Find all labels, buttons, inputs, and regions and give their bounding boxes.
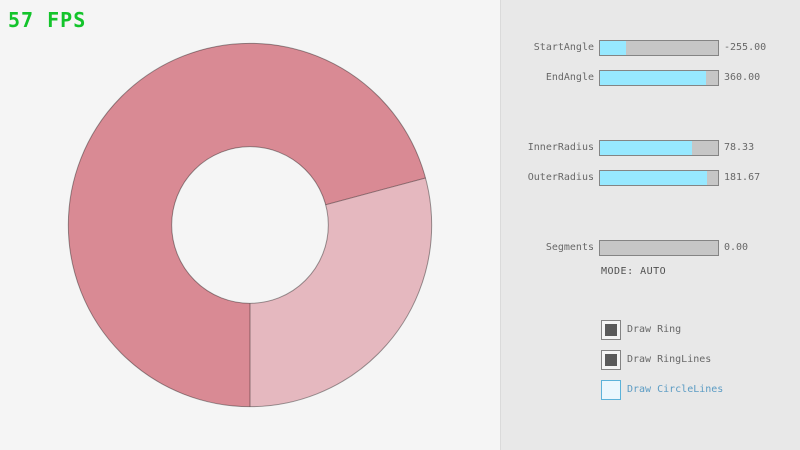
check-mark-icon bbox=[605, 354, 617, 366]
segments-label: Segments bbox=[545, 242, 594, 253]
start-angle-label: StartAngle bbox=[533, 42, 594, 53]
inner-radius-slider[interactable] bbox=[599, 140, 719, 156]
end-angle-slider-fill bbox=[600, 71, 707, 85]
start-angle-value: -255.00 bbox=[724, 42, 767, 53]
inner-radius-value: 78.33 bbox=[724, 142, 755, 153]
segments-value: 0.00 bbox=[724, 242, 749, 253]
controls-panel: StartAngle -255.00 EndAngle 360.00 Inner… bbox=[500, 0, 800, 450]
checkbox-draw-ring[interactable]: Draw Ring bbox=[601, 320, 791, 340]
inner-radius-slider-fill bbox=[600, 141, 693, 155]
start-angle-slider[interactable] bbox=[599, 40, 719, 56]
end-angle-label: EndAngle bbox=[545, 72, 594, 83]
fps-counter: 57 FPS bbox=[8, 8, 87, 32]
draw-ringlines-label: Draw RingLines bbox=[627, 354, 712, 365]
slider-row-outer-radius: OuterRadius 181.67 bbox=[501, 170, 800, 186]
draw-ringlines-checkbox[interactable] bbox=[601, 350, 621, 370]
slider-row-inner-radius: InnerRadius 78.33 bbox=[501, 140, 800, 156]
slider-row-segments: Segments 0.00 bbox=[501, 240, 800, 256]
draw-circlelines-checkbox[interactable] bbox=[601, 380, 621, 400]
outer-radius-slider[interactable] bbox=[599, 170, 719, 186]
slider-row-start-angle: StartAngle -255.00 bbox=[501, 40, 800, 56]
outer-radius-slider-fill bbox=[600, 171, 708, 185]
inner-radius-label: InnerRadius bbox=[527, 142, 594, 153]
ring-graphic bbox=[67, 42, 433, 408]
outer-radius-value: 181.67 bbox=[724, 172, 761, 183]
slider-row-end-angle: EndAngle 360.00 bbox=[501, 70, 800, 86]
check-mark-icon bbox=[605, 324, 617, 336]
checkbox-draw-ringlines[interactable]: Draw RingLines bbox=[601, 350, 791, 370]
outer-radius-label: OuterRadius bbox=[527, 172, 594, 183]
start-angle-slider-fill bbox=[600, 41, 626, 55]
end-angle-value: 360.00 bbox=[724, 72, 761, 83]
segments-mode-text: MODE: AUTO bbox=[601, 266, 667, 277]
end-angle-slider[interactable] bbox=[599, 70, 719, 86]
segments-slider[interactable] bbox=[599, 240, 719, 256]
draw-ring-label: Draw Ring bbox=[627, 324, 682, 335]
draw-circlelines-label: Draw CircleLines bbox=[627, 384, 724, 395]
checkbox-draw-circlelines[interactable]: Draw CircleLines bbox=[601, 380, 791, 400]
draw-ring-checkbox[interactable] bbox=[601, 320, 621, 340]
